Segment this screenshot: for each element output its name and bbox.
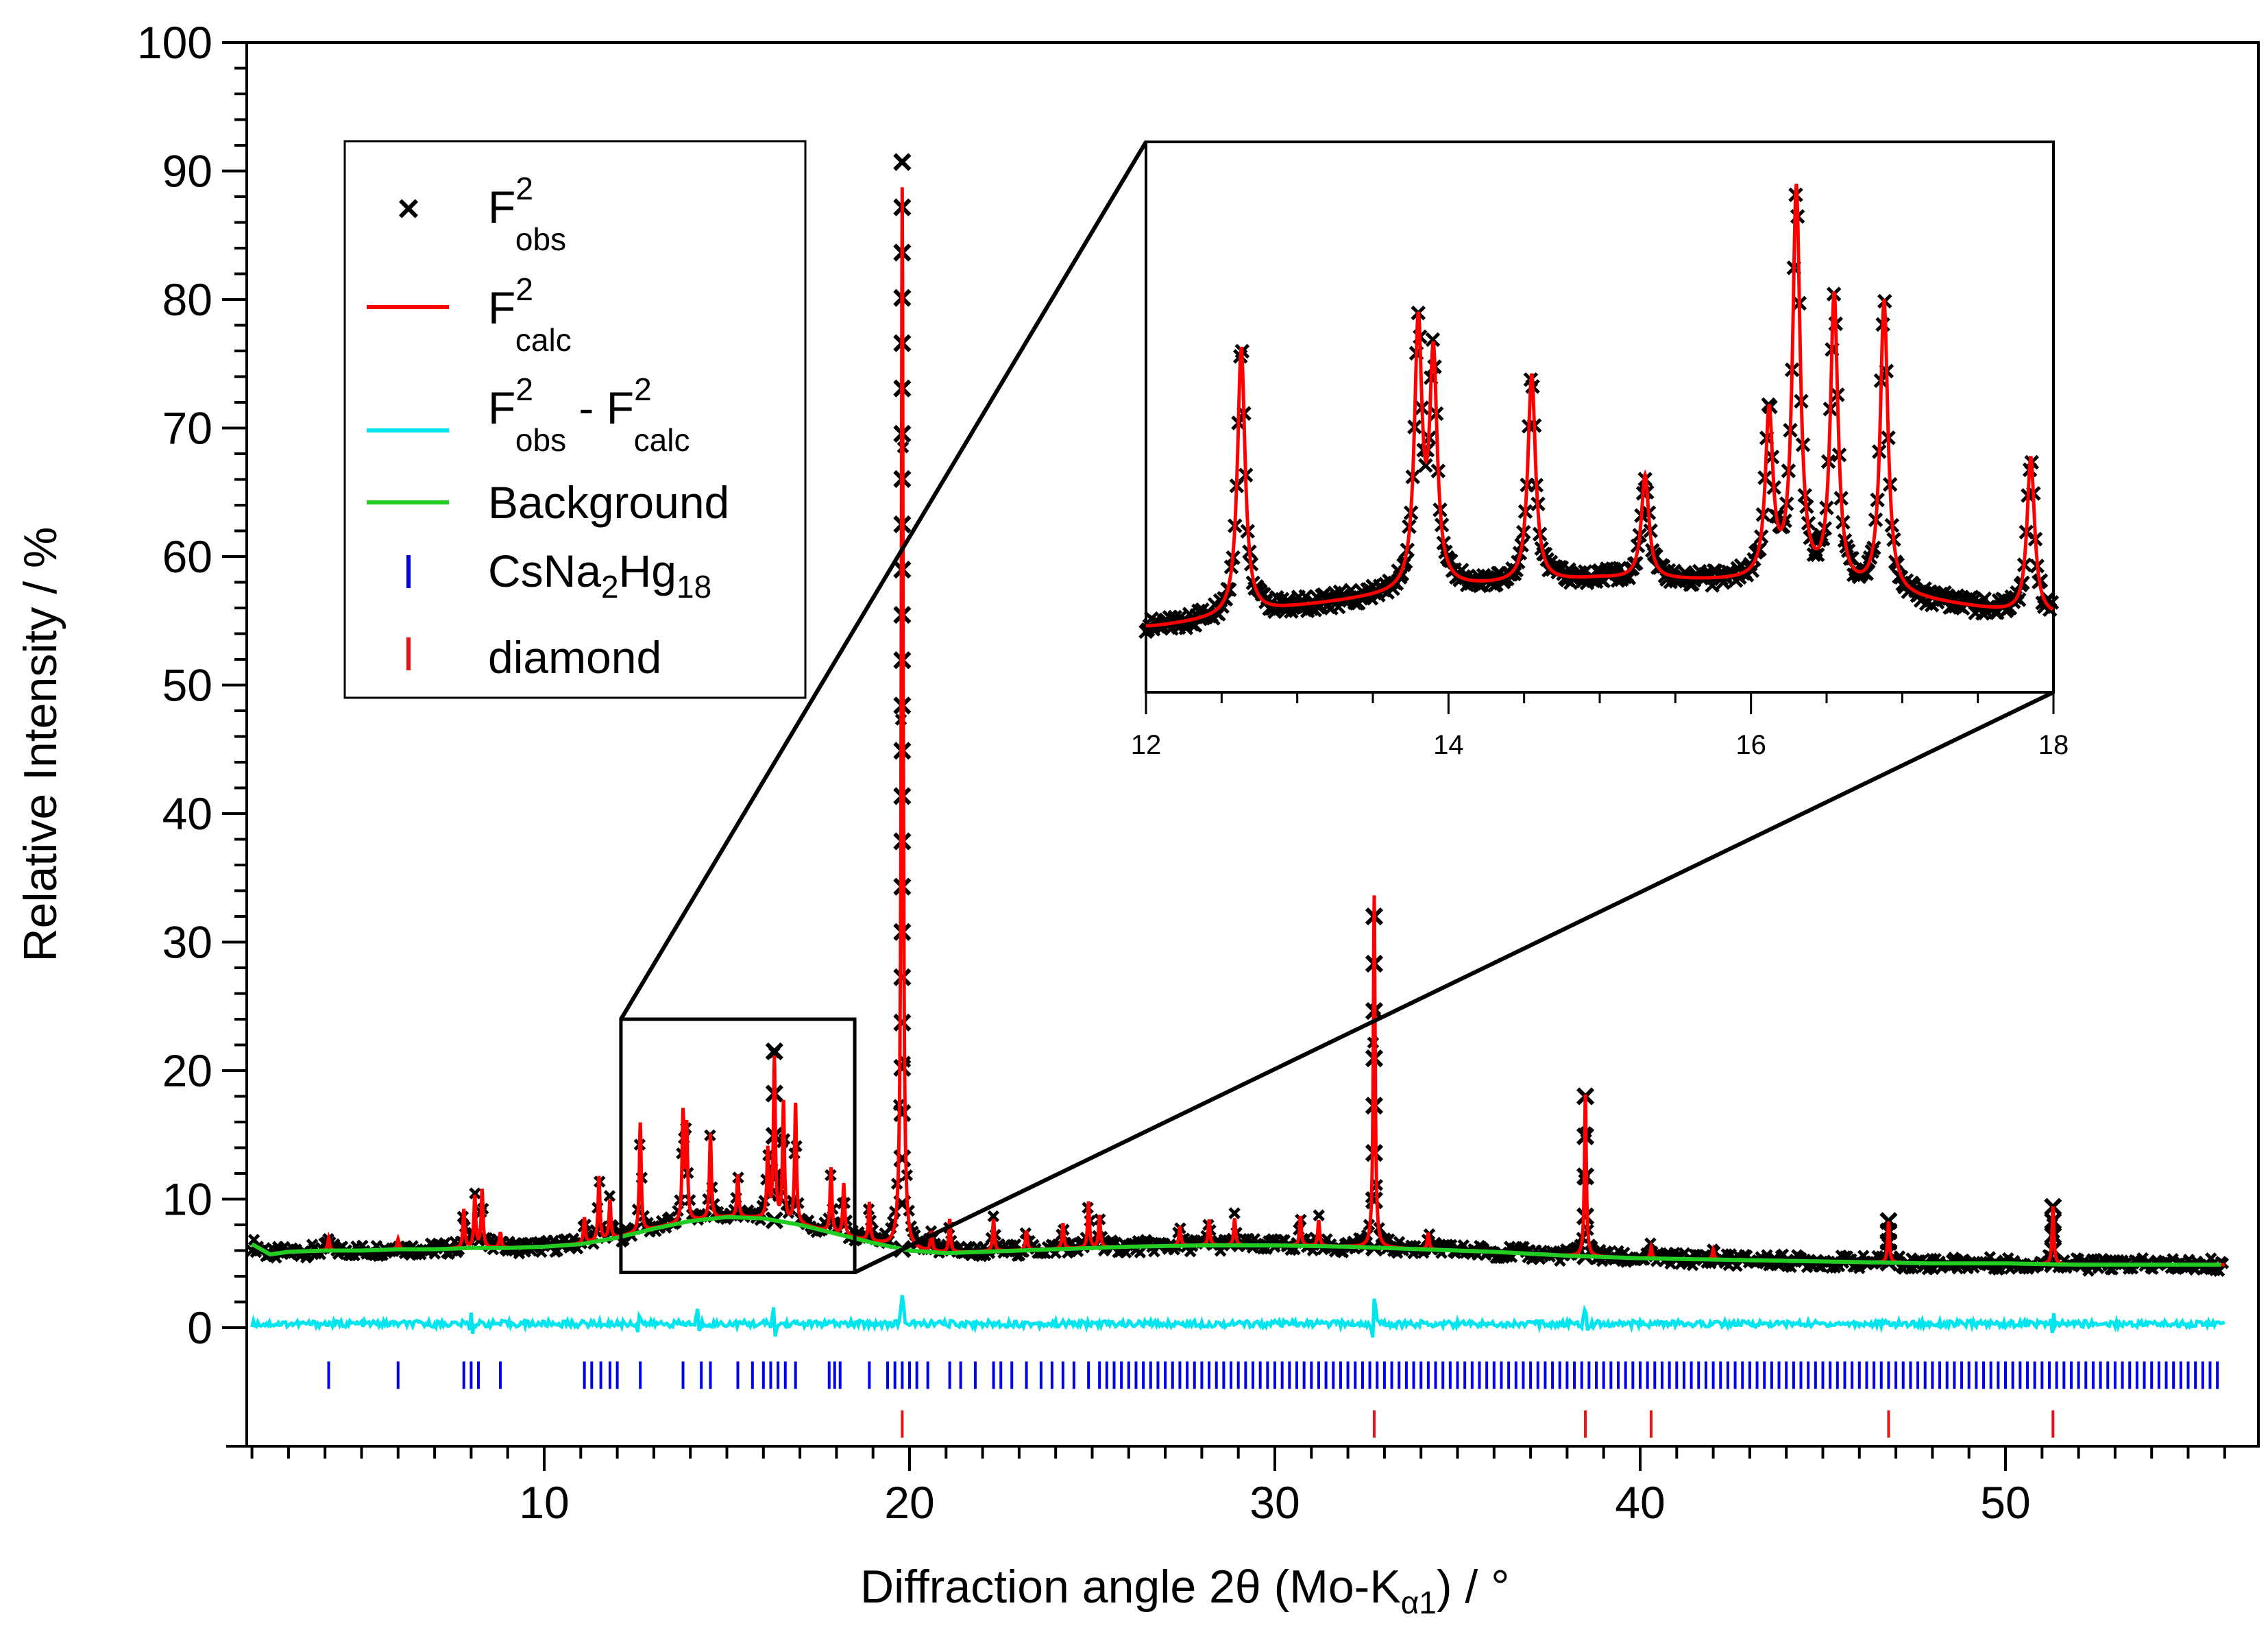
inset-calculated-series <box>1145 183 2054 628</box>
legend-diff-sup: 2 <box>515 371 533 407</box>
legend-diff-sub: obs <box>515 422 566 458</box>
legend: × F2 obs F2 calc F2 obs - F2 calc Background… <box>343 140 807 699</box>
legend-entry-background: Background <box>367 477 729 528</box>
inset-x-axis: 12 14 16 18 <box>1131 692 2069 760</box>
inset-x-tick-label-16: 16 <box>1735 730 1766 760</box>
y-tick-label-70: 70 <box>162 403 212 454</box>
legend-diff-mid: - <box>566 382 607 433</box>
x-axis-title-suffix: ) / ° <box>1437 1561 1510 1613</box>
x-axis-title-subscript: α1 <box>1401 1585 1437 1620</box>
legend-cs-sub1: 2 <box>601 569 619 605</box>
y-tick-label-60: 60 <box>162 531 212 582</box>
legend-label-background: Background <box>488 477 729 528</box>
x-tick-label-50: 50 <box>1980 1477 2030 1528</box>
difference-series <box>250 1295 2226 1338</box>
inset-x-tick-label-14: 14 <box>1433 730 1464 760</box>
x-tick-label-10: 10 <box>519 1477 569 1528</box>
y-tick-label-20: 20 <box>162 1045 212 1096</box>
inset-x-tick-label-18: 18 <box>2038 730 2069 760</box>
x-axis-title: Diffraction angle 2θ (Mo-Kα1) / ° <box>860 1561 1509 1620</box>
legend-fobs-sup: 2 <box>515 171 533 206</box>
legend-label-diamond: diamond <box>488 632 661 683</box>
y-axis: 0 10 20 30 40 50 60 70 80 90 100 <box>137 17 248 1446</box>
legend-cs-part1: CsNa <box>488 546 601 596</box>
legend-entry-fcalc: F2 calc <box>367 271 572 358</box>
y-tick-label-10: 10 <box>162 1174 212 1225</box>
legend-fcalc-sup: 2 <box>515 271 533 307</box>
inset-calculated-line <box>1145 183 2054 628</box>
x-tick-label-30: 30 <box>1249 1477 1300 1528</box>
legend-fobs-sub: obs <box>515 221 566 257</box>
legend-fcalc-base: F <box>488 282 515 333</box>
legend-label-csna2hg18: CsNa2Hg18 <box>488 546 711 605</box>
legend-entry-csna2hg18: CsNa2Hg18 <box>406 546 711 605</box>
background-line <box>251 1215 2221 1267</box>
x-tick-label-20: 20 <box>884 1477 934 1528</box>
legend-label-fcalc: F2 calc <box>488 271 572 358</box>
legend-entry-diff: F2 obs - F2 calc <box>367 371 690 458</box>
legend-entry-diamond: diamond <box>406 632 661 683</box>
legend-cs-sub2: 18 <box>676 569 711 605</box>
legend-marker-x: × <box>398 186 420 230</box>
legend-diff-sub2: calc <box>634 422 690 458</box>
inset-plot: 12 14 16 18 <box>1131 141 2069 760</box>
y-tick-label-80: 80 <box>162 274 212 325</box>
legend-label-diff: F2 obs - F2 calc <box>488 371 690 458</box>
legend-diff-sup2: 2 <box>634 371 652 407</box>
y-tick-label-90: 90 <box>162 146 212 197</box>
difference-line <box>250 1295 2226 1338</box>
legend-diff-base: F <box>488 382 515 433</box>
zoom-connector-bottom <box>853 690 2055 1275</box>
y-tick-label-50: 50 <box>162 660 212 711</box>
legend-frame <box>343 140 807 699</box>
inset-x-tick-label-12: 12 <box>1131 730 1162 760</box>
x-axis: 10 20 30 40 50 <box>226 1445 2258 1528</box>
legend-diff-base2: F <box>607 382 634 433</box>
background-series <box>251 1215 2221 1267</box>
legend-fobs-base: F <box>488 182 515 232</box>
zoom-region <box>619 141 2055 1275</box>
zoom-connector-top <box>619 141 1148 1021</box>
legend-entry-fobs: × F2 obs <box>398 171 566 257</box>
y-tick-label-100: 100 <box>137 17 212 68</box>
legend-label-fobs: F2 obs <box>488 171 566 257</box>
y-tick-label-40: 40 <box>162 788 212 839</box>
y-axis-title: Relative Intensity / % <box>14 527 66 962</box>
y-tick-label-0: 0 <box>187 1302 212 1353</box>
legend-cs-part2: Hg <box>619 546 676 596</box>
x-axis-title-main: Diffraction angle 2θ (Mo-K <box>860 1561 1401 1613</box>
y-tick-label-30: 30 <box>162 917 212 968</box>
legend-fcalc-sub: calc <box>515 322 572 358</box>
phase-ticks <box>327 1361 2219 1438</box>
x-tick-label-40: 40 <box>1615 1477 1665 1528</box>
zoom-box <box>619 1017 857 1274</box>
